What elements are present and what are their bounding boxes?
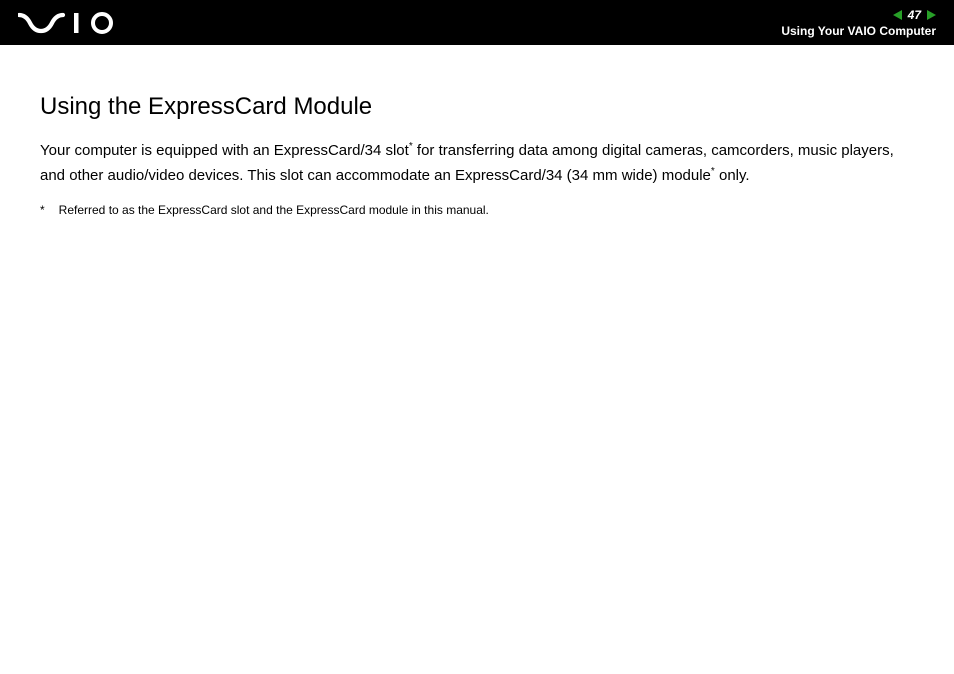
page-header: 47 Using Your VAIO Computer <box>0 0 954 45</box>
page-title: Using the ExpressCard Module <box>40 93 914 121</box>
page-navigation: 47 <box>893 8 936 22</box>
paragraph-text-3: only. <box>715 167 750 184</box>
vaio-logo <box>18 12 128 34</box>
next-page-arrow-icon[interactable] <box>927 10 936 20</box>
prev-page-arrow-icon[interactable] <box>893 10 902 20</box>
section-title: Using Your VAIO Computer <box>781 24 936 38</box>
page-content: Using the ExpressCard Module Your comput… <box>0 45 954 217</box>
paragraph-text-1: Your computer is equipped with an Expres… <box>40 142 409 159</box>
body-paragraph: Your computer is equipped with an Expres… <box>40 139 914 189</box>
footnote-mark: * <box>40 203 45 217</box>
footnote: * Referred to as the ExpressCard slot an… <box>40 203 914 217</box>
vaio-logo-svg <box>18 12 128 34</box>
footnote-text: Referred to as the ExpressCard slot and … <box>59 203 914 217</box>
page-number: 47 <box>908 8 921 22</box>
header-right: 47 Using Your VAIO Computer <box>781 0 936 45</box>
